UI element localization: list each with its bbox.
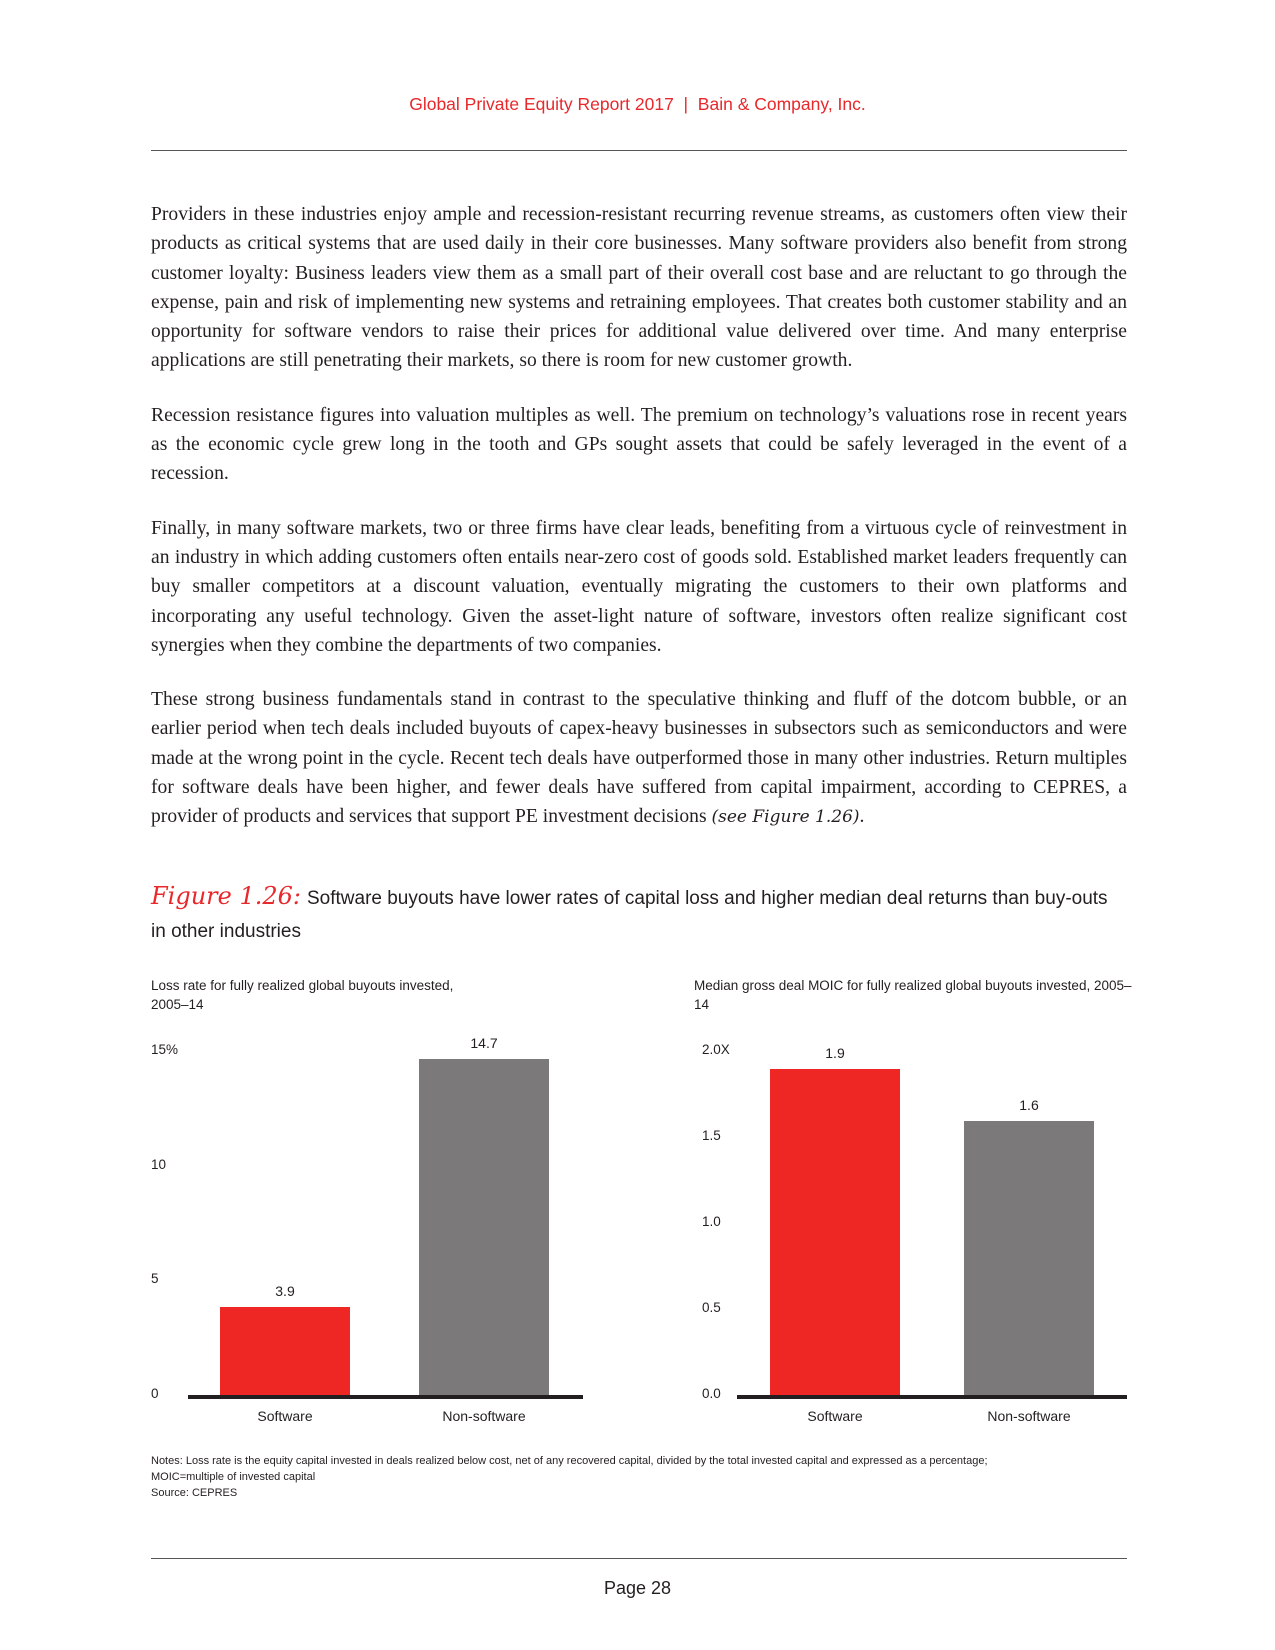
body-text: Providers in these industries enjoy ampl… xyxy=(151,200,1127,858)
x-tick-label: Non-software xyxy=(442,1408,526,1424)
data-label: 1.9 xyxy=(825,1045,845,1062)
bar-non-software xyxy=(419,1058,549,1396)
x-tick-label: Non-software xyxy=(987,1408,1071,1424)
bar-software xyxy=(770,1069,900,1396)
figure-title: Figure 1.26: Software buyouts have lower … xyxy=(151,880,1111,948)
header-divider xyxy=(151,150,1127,151)
period: . xyxy=(859,806,865,828)
bar-non-software xyxy=(964,1120,1094,1396)
right-chart-title: Median gross deal MOIC for fully realize… xyxy=(694,978,1132,1012)
running-header: Global Private Equity Report 2017 | Bain… xyxy=(409,94,866,114)
y-tick-label: 0.0 xyxy=(702,1386,721,1401)
y-tick-label: 15% xyxy=(151,1042,179,1057)
x-tick-label: Software xyxy=(257,1408,313,1424)
data-label: 14.7 xyxy=(470,1034,498,1051)
figure-number: Figure 1.26: xyxy=(151,882,301,910)
paragraph: These strong business fundamentals stand… xyxy=(151,685,1127,832)
data-label: 1.6 xyxy=(1019,1096,1039,1113)
notes-text: Notes: Loss rate is the equity capital i… xyxy=(151,1455,988,1483)
bar-software xyxy=(220,1306,350,1396)
notes: Notes: Loss rate is the equity capital i… xyxy=(151,1453,1051,1501)
left-chart-title: Loss rate for fully realized global buyo… xyxy=(151,978,454,1012)
paragraph: Providers in these industries enjoy ampl… xyxy=(151,204,1127,372)
y-tick-label: 2.0X xyxy=(702,1042,730,1057)
x-axis-line xyxy=(737,1395,1127,1399)
paragraph: Finally, in many software markets, two o… xyxy=(151,517,1127,656)
page-number: Page 28 xyxy=(603,1578,672,1598)
x-axis-line xyxy=(188,1395,583,1399)
footer-divider xyxy=(151,1558,1127,1559)
y-tick-label: 0.5 xyxy=(702,1300,721,1315)
y-tick-label: 0 xyxy=(151,1386,159,1401)
y-tick-label: 1.0 xyxy=(702,1214,721,1229)
source-text: Source: CEPRES xyxy=(151,1487,238,1499)
data-label: 3.9 xyxy=(275,1282,295,1299)
paragraph-text: These strong business fundamentals stand… xyxy=(151,689,1127,828)
paragraph: Recession resistance figures into valuat… xyxy=(151,404,1127,485)
x-tick-label: Software xyxy=(807,1408,863,1424)
y-tick-label: 1.5 xyxy=(702,1128,721,1143)
y-tick-label: 10 xyxy=(151,1156,167,1172)
figure-reference: (see Figure 1.26) xyxy=(711,807,860,828)
y-tick-label: 5 xyxy=(151,1271,159,1287)
figure-caption: Software buyouts have lower rates of cap… xyxy=(151,888,1108,942)
